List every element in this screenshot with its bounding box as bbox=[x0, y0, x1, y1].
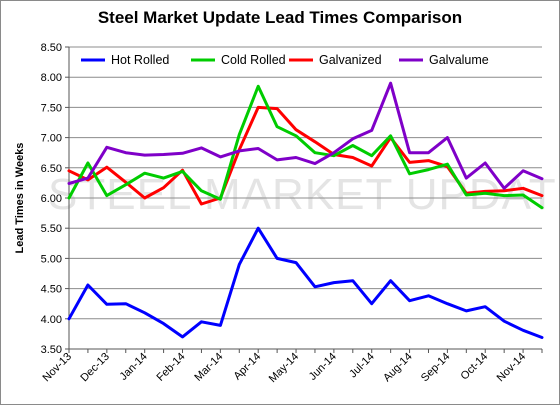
y-axis-label: Lead Times in Weeks bbox=[14, 143, 26, 254]
y-tick-label: 5.00 bbox=[41, 253, 62, 265]
x-tick-label: Apr-14 bbox=[231, 351, 263, 383]
series-line-cold-rolled bbox=[67, 84, 544, 210]
series-line-hot-rolled bbox=[67, 226, 544, 339]
y-tick-label: 3.50 bbox=[41, 344, 62, 356]
x-tick-label: Nov-14 bbox=[495, 351, 529, 385]
x-tick-label: Aug-14 bbox=[381, 351, 415, 385]
y-tick-label: 7.50 bbox=[41, 102, 62, 114]
y-tick-label: 4.50 bbox=[41, 284, 62, 296]
y-tick-label: 4.00 bbox=[41, 314, 62, 326]
x-tick-label: Feb-14 bbox=[155, 351, 188, 384]
x-tick-label: Jun-14 bbox=[307, 351, 339, 383]
x-tick-label: Dec-13 bbox=[78, 351, 112, 385]
y-tick-label: 7.00 bbox=[41, 133, 62, 145]
x-tick-label: Jan-14 bbox=[118, 351, 150, 383]
x-tick-label: Oct-14 bbox=[459, 351, 491, 383]
y-tick-label: 5.50 bbox=[41, 223, 62, 235]
x-tick-label: Sep-14 bbox=[419, 351, 453, 385]
x-tick-label: Mar-14 bbox=[192, 351, 225, 384]
y-tick-label: 6.00 bbox=[41, 193, 62, 205]
legend-label: Galvalume bbox=[429, 53, 489, 67]
chart-title: Steel Market Update Lead Times Compariso… bbox=[97, 8, 463, 27]
x-tick-label: May-14 bbox=[267, 351, 301, 385]
legend-label: Cold Rolled bbox=[221, 53, 286, 67]
y-tick-label: 8.00 bbox=[41, 72, 62, 84]
series-line-galvalume bbox=[67, 81, 544, 190]
legend-label: Galvanized bbox=[319, 53, 382, 67]
y-tick-label: 6.50 bbox=[41, 163, 62, 175]
y-tick-label: 8.50 bbox=[41, 42, 62, 54]
legend-label: Hot Rolled bbox=[111, 53, 169, 67]
x-tick-label: Jul-14 bbox=[347, 351, 377, 381]
